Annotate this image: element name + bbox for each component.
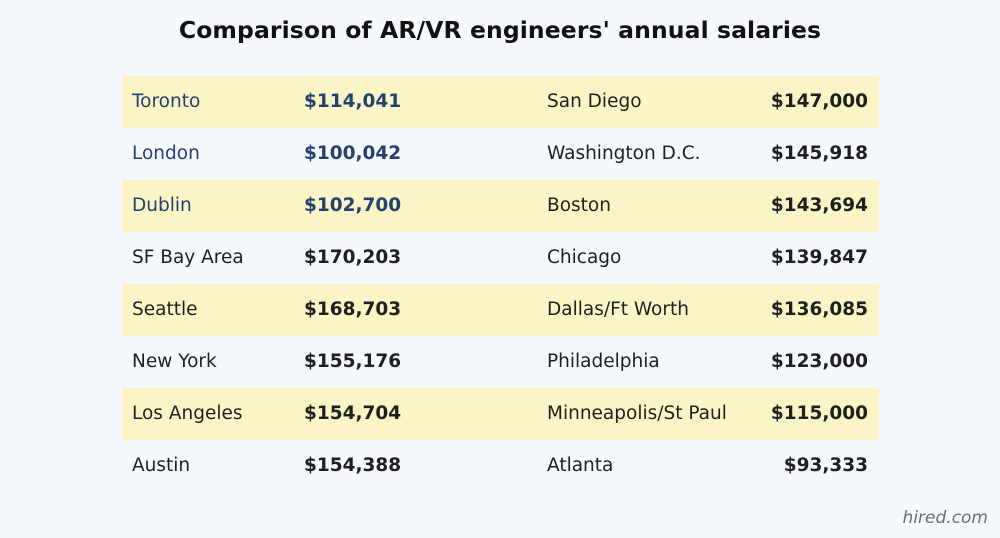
salary-left-cell: $170,203 xyxy=(304,247,402,268)
table-row: Dublin $102,700 Boston $143,694 xyxy=(122,180,879,232)
table-row: Toronto $114,041 San Diego $147,000 xyxy=(122,76,879,128)
city-left-cell: Seattle xyxy=(132,299,198,320)
city-left-cell: SF Bay Area xyxy=(132,247,244,268)
salary-right-cell: $136,085 xyxy=(770,299,868,320)
city-right-cell: Atlanta xyxy=(547,455,614,476)
table-row: SF Bay Area $170,203 Chicago $139,847 xyxy=(122,232,879,284)
city-left-cell: Toronto xyxy=(132,91,201,112)
source-credit: hired.com xyxy=(902,508,988,528)
city-right-cell: Boston xyxy=(547,195,611,216)
table-row: Seattle $168,703 Dallas/Ft Worth $136,085 xyxy=(122,284,879,336)
salary-right-cell: $123,000 xyxy=(770,351,868,372)
chart-title: Comparison of AR/VR engineers' annual sa… xyxy=(178,16,822,44)
city-right-cell: Philadelphia xyxy=(547,351,660,372)
table-row: London $100,042 Washington D.C. $145,918 xyxy=(122,128,879,180)
city-right-cell: Dallas/Ft Worth xyxy=(547,299,689,320)
salary-left-cell: $100,042 xyxy=(304,143,402,164)
city-right-cell: Minneapolis/St Paul xyxy=(547,403,727,424)
city-right-cell: San Diego xyxy=(547,91,642,112)
table-row: New York $155,176 Philadelphia $123,000 xyxy=(122,336,879,388)
city-left-cell: Austin xyxy=(132,455,191,476)
salary-right-cell: $143,694 xyxy=(770,195,868,216)
city-left-cell: New York xyxy=(132,351,217,372)
city-right-cell: Chicago xyxy=(547,247,622,268)
salary-left-cell: $154,388 xyxy=(304,455,402,476)
table-row: Austin $154,388 Atlanta $93,333 xyxy=(122,440,879,492)
city-left-cell: Dublin xyxy=(132,195,192,216)
salary-right-cell: $147,000 xyxy=(770,91,868,112)
salary-left-cell: $102,700 xyxy=(304,195,402,216)
salary-right-cell: $139,847 xyxy=(770,247,868,268)
salary-left-cell: $168,703 xyxy=(304,299,402,320)
salary-left-cell: $154,704 xyxy=(304,403,402,424)
salary-right-cell: $93,333 xyxy=(783,455,868,476)
salary-left-cell: $114,041 xyxy=(304,91,402,112)
salary-right-cell: $115,000 xyxy=(770,403,868,424)
table-row: Los Angeles $154,704 Minneapolis/St Paul $1… xyxy=(122,388,879,440)
city-right-cell: Washington D.C. xyxy=(547,143,701,164)
salary-right-cell: $145,918 xyxy=(770,143,868,164)
city-left-cell: Los Angeles xyxy=(132,403,243,424)
salary-left-cell: $155,176 xyxy=(304,351,402,372)
salary-table: Toronto $114,041 San Diego $147,000 London $1… xyxy=(122,76,879,492)
city-left-cell: London xyxy=(132,143,200,164)
